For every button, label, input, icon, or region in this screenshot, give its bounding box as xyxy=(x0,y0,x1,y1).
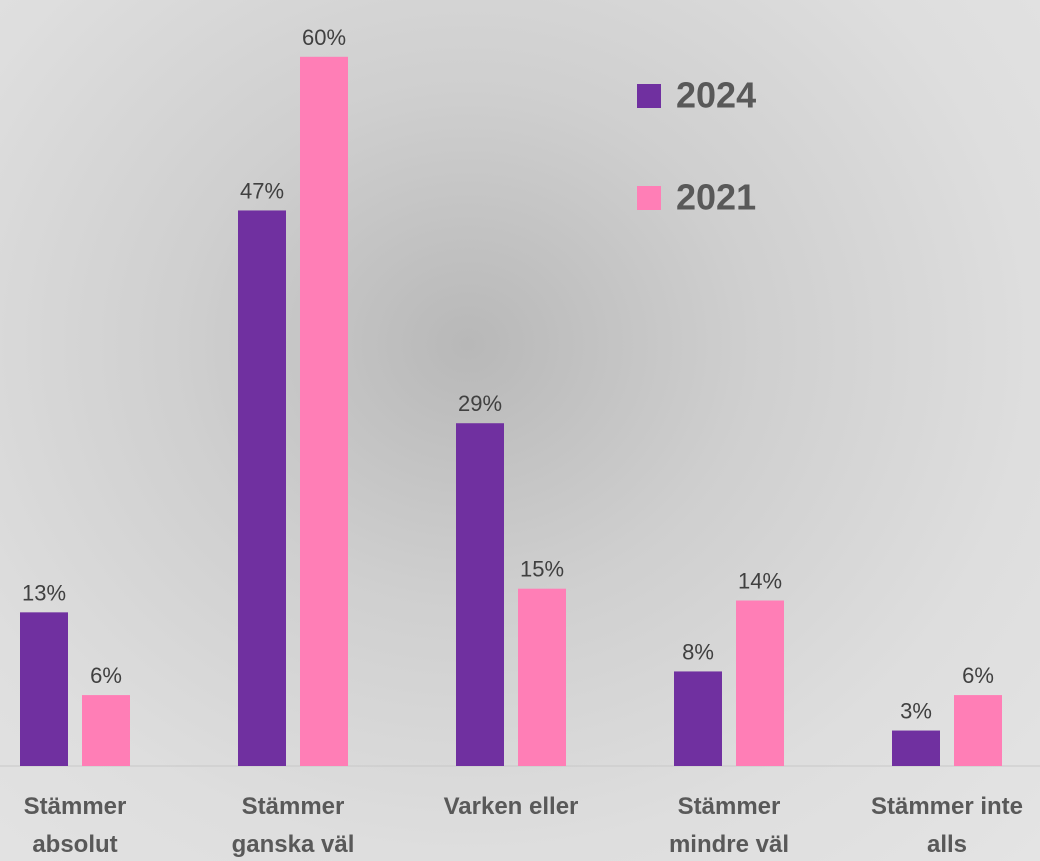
plot: 13% 6% 47% 60% 29% 15% 8% 14% 3% 6% 2024 2021 xyxy=(0,0,1040,861)
data-label: 29% xyxy=(458,391,502,416)
data-label: 6% xyxy=(90,663,122,688)
legend-label: 2021 xyxy=(676,177,756,218)
data-label: 6% xyxy=(962,663,994,688)
bar xyxy=(82,695,130,766)
x-tick-label: Varken eller xyxy=(421,788,601,826)
bar xyxy=(954,695,1002,766)
x-tick-label: Stämmer mindre väl xyxy=(639,788,819,861)
legend-swatch xyxy=(637,84,661,108)
data-label: 3% xyxy=(900,699,932,724)
data-label: 14% xyxy=(738,569,782,594)
data-label: 60% xyxy=(302,25,346,50)
x-tick-label: Stämmer absolut xyxy=(0,788,165,861)
data-label: 13% xyxy=(22,580,66,605)
chart: 13% 6% 47% 60% 29% 15% 8% 14% 3% 6% 2024 2021 Stämm… xyxy=(0,0,1040,861)
x-tick-label: Stämmer inte alls xyxy=(857,788,1037,861)
bar xyxy=(20,612,68,766)
bar xyxy=(300,57,348,766)
bar xyxy=(892,731,940,766)
data-label: 47% xyxy=(240,178,284,203)
legend-swatch xyxy=(637,186,661,210)
bar xyxy=(518,589,566,766)
data-label: 15% xyxy=(520,557,564,582)
bar xyxy=(456,423,504,766)
legend-label: 2024 xyxy=(676,75,756,116)
bar xyxy=(238,210,286,766)
x-tick-label: Stämmer ganska väl xyxy=(203,788,383,861)
data-label: 8% xyxy=(682,639,714,664)
bar xyxy=(736,601,784,766)
bar xyxy=(674,671,722,766)
